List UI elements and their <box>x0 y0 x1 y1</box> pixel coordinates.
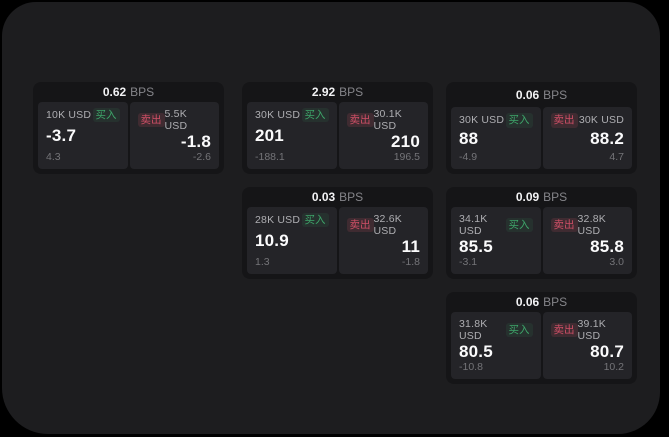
sell-label: 卖出 <box>550 322 578 338</box>
buy-notional: 10K USD <box>46 108 92 121</box>
buy-notional: 30K USD <box>255 108 301 121</box>
quote-card-3: 0.06 BPS 30K USD 买入 88 -4.9 卖出 30K USD <box>446 82 637 174</box>
card-header: 0.03 BPS <box>242 187 433 207</box>
buy-label: 买入 <box>301 212 329 228</box>
sell-notional: 32.6K USD <box>373 212 402 238</box>
bps-unit: BPS <box>543 294 568 309</box>
bps-unit: BPS <box>130 84 155 99</box>
buy-price: 88 <box>459 129 479 149</box>
sell-price: 85.8 <box>590 236 624 256</box>
sell-price: 88.2 <box>590 129 624 149</box>
buy-notional: 31.8K USD <box>459 317 488 343</box>
buy-price: -3.7 <box>46 126 77 146</box>
buy-sub-value: -4.9 <box>459 151 478 164</box>
bps-value: 2.92 <box>311 84 336 99</box>
sell-sub-value: 4.7 <box>609 151 624 164</box>
sell-notional: 30K USD <box>578 114 624 126</box>
sell-price: 80.7 <box>590 341 624 361</box>
quote-card-4: 0.03 BPS 28K USD 买入 10.9 1.3 卖出 32.6K US… <box>242 187 433 279</box>
buy-label: 买入 <box>505 217 533 233</box>
card-header: 0.06 BPS <box>446 82 637 107</box>
sell-sub-value: 10.2 <box>603 361 624 374</box>
buy-sub-value: 4.3 <box>46 151 61 164</box>
sell-notional: 32.8K USD <box>577 212 606 238</box>
card-body: 30K USD 买入 88 -4.9 卖出 30K USD 88.2 4.7 <box>446 107 637 174</box>
buy-sub-value: -10.8 <box>459 361 483 374</box>
sell-sub-value: -1.8 <box>401 256 420 269</box>
buy-price: 10.9 <box>255 231 289 251</box>
buy-sub-value: -188.1 <box>255 151 285 164</box>
sell-cell[interactable]: 卖出 39.1K USD 80.7 10.2 <box>542 311 632 379</box>
sell-price: -1.8 <box>180 131 211 151</box>
buy-sub-value: 1.3 <box>255 256 270 269</box>
card-body: 28K USD 买入 10.9 1.3 卖出 32.6K USD 11 -1.8 <box>242 206 433 279</box>
buy-price: 85.5 <box>459 236 493 256</box>
sell-sub-value: 3.0 <box>609 256 624 269</box>
sell-cell[interactable]: 卖出 5.5K USD -1.8 -2.6 <box>129 101 219 169</box>
card-header: 0.06 BPS <box>446 292 637 312</box>
buy-cell[interactable]: 10K USD 买入 -3.7 4.3 <box>38 101 128 169</box>
buy-label: 买入 <box>92 107 120 123</box>
sell-label: 卖出 <box>550 217 578 233</box>
card-header: 0.09 BPS <box>446 187 637 207</box>
buy-label: 买入 <box>505 322 533 338</box>
card-body: 10K USD 买入 -3.7 4.3 卖出 5.5K USD -1.8 -2.… <box>33 101 224 174</box>
bps-unit: BPS <box>543 87 568 102</box>
buy-notional: 30K USD <box>459 114 505 126</box>
card-body: 30K USD 买入 201 -188.1 卖出 30.1K USD 210 1… <box>242 101 433 174</box>
bps-value: 0.09 <box>515 189 540 204</box>
sell-cell[interactable]: 卖出 32.6K USD 11 -1.8 <box>338 206 428 274</box>
sell-price: 11 <box>401 236 420 256</box>
sell-notional: 5.5K USD <box>164 107 188 133</box>
quote-card-6: 0.06 BPS 31.8K USD 买入 80.5 -10.8 卖出 39.1… <box>446 292 637 384</box>
bps-value: 0.62 <box>102 84 127 99</box>
buy-cell[interactable]: 30K USD 买入 201 -188.1 <box>247 101 337 169</box>
bps-value: 0.03 <box>311 189 336 204</box>
buy-cell[interactable]: 31.8K USD 买入 80.5 -10.8 <box>451 311 541 379</box>
buy-notional: 28K USD <box>255 213 301 226</box>
card-body: 34.1K USD 买入 85.5 -3.1 卖出 32.8K USD 85.8… <box>446 206 637 279</box>
sell-notional: 30.1K USD <box>373 107 402 133</box>
bps-unit: BPS <box>339 84 364 99</box>
buy-price: 201 <box>255 126 284 146</box>
buy-price: 80.5 <box>459 341 493 361</box>
buy-label: 买入 <box>505 113 533 128</box>
quote-card-1: 0.62 BPS 10K USD 买入 -3.7 4.3 卖出 5.5K USD <box>33 82 224 174</box>
sell-label: 卖出 <box>137 112 165 128</box>
sell-label: 卖出 <box>346 112 374 128</box>
sell-sub-value: 196.5 <box>393 151 420 164</box>
sell-cell[interactable]: 卖出 32.8K USD 85.8 3.0 <box>542 206 632 274</box>
buy-label: 买入 <box>301 107 329 123</box>
buy-cell[interactable]: 28K USD 买入 10.9 1.3 <box>247 206 337 274</box>
sell-sub-value: -2.6 <box>192 151 211 164</box>
bps-unit: BPS <box>543 189 568 204</box>
sell-cell[interactable]: 卖出 30.1K USD 210 196.5 <box>338 101 428 169</box>
sell-cell[interactable]: 卖出 30K USD 88.2 4.7 <box>542 107 632 169</box>
bps-unit: BPS <box>339 189 364 204</box>
buy-sub-value: -3.1 <box>459 256 478 269</box>
buy-notional: 34.1K USD <box>459 212 488 238</box>
bps-value: 0.06 <box>515 294 540 309</box>
card-header: 2.92 BPS <box>242 82 433 102</box>
sell-notional: 39.1K USD <box>577 317 606 343</box>
quote-card-2: 2.92 BPS 30K USD 买入 201 -188.1 卖出 30.1K … <box>242 82 433 174</box>
sell-label: 卖出 <box>346 217 374 233</box>
card-body: 31.8K USD 买入 80.5 -10.8 卖出 39.1K USD 80.… <box>446 311 637 384</box>
bps-value: 0.06 <box>515 87 540 102</box>
quotes-panel: 0.62 BPS 10K USD 买入 -3.7 4.3 卖出 5.5K USD <box>2 2 660 434</box>
buy-cell[interactable]: 34.1K USD 买入 85.5 -3.1 <box>451 206 541 274</box>
sell-label: 卖出 <box>550 113 578 128</box>
buy-cell[interactable]: 30K USD 买入 88 -4.9 <box>451 107 541 169</box>
quote-card-5: 0.09 BPS 34.1K USD 买入 85.5 -3.1 卖出 32.8K… <box>446 187 637 279</box>
card-header: 0.62 BPS <box>33 82 224 102</box>
sell-price: 210 <box>391 131 420 151</box>
